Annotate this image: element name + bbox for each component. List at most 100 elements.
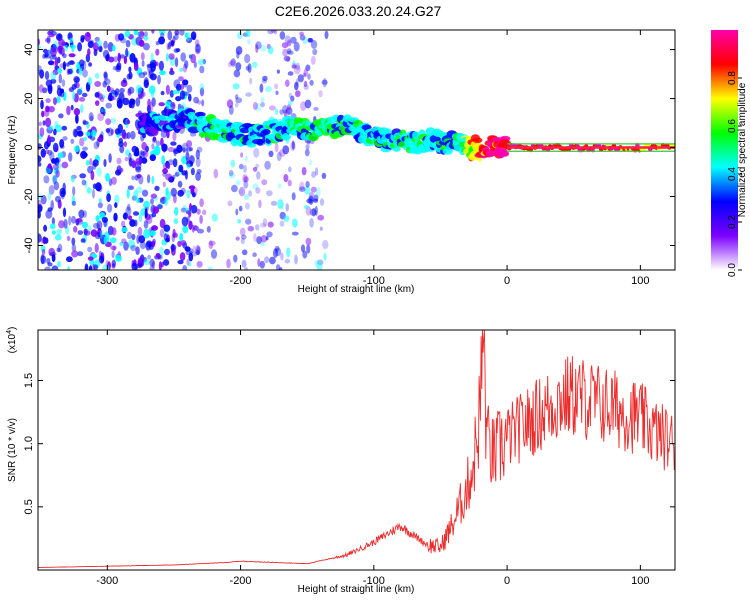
spectrogram-noise-cell (92, 222, 100, 229)
spectrogram-noise-cell (136, 262, 143, 269)
spectrogram-noise-cell (197, 59, 205, 66)
spectrogram-noise-cell (38, 84, 44, 93)
spectrogram-noise-cell (126, 119, 131, 125)
spectrogram-noise-cell (227, 61, 233, 68)
colorbar-fill (711, 30, 738, 270)
spectrogram-frame (37, 29, 676, 271)
spectrogram-noise-cell (61, 79, 66, 87)
spectrogram-noise-cell (78, 67, 83, 76)
spectrogram-noise-cell (319, 226, 323, 231)
spectrogram-noise-cell (267, 221, 274, 228)
bottom-x-tick-label: -100 (363, 575, 385, 587)
bottom-x-tick-label: 100 (631, 575, 649, 587)
spectrogram-noise-cell (266, 231, 273, 238)
spectrogram-noise-cell (115, 255, 122, 262)
spectrogram-noise-cell (97, 202, 103, 209)
spectrogram-noise-cell (244, 202, 250, 210)
spectrogram-noise-cell (175, 96, 182, 102)
bottom-y-axis-label: SNR (10 * v/v) (7, 418, 18, 482)
spectrogram-noise-cell (280, 252, 284, 261)
spectrogram-noise-cell (100, 108, 107, 113)
spectrogram-noise-cell (195, 172, 202, 181)
spectrogram-noise-cell (143, 79, 149, 89)
spectrogram-noise-cell (180, 207, 187, 213)
spectrogram-noise-cell (150, 62, 156, 72)
spectrogram-noise-cell (74, 145, 80, 153)
spectrogram-noise-cell (177, 189, 184, 197)
spectrogram-noise-cell (49, 33, 55, 38)
spectrogram-noise-cell (125, 149, 131, 157)
spectrogram-noise-cell (252, 252, 257, 257)
spectrogram-noise-cell (258, 199, 262, 209)
spectrogram-noise-cell (150, 193, 157, 199)
spectrogram-noise-cell (193, 61, 197, 68)
spectrogram-noise-cell (299, 31, 304, 36)
spectrogram-noise-cell (260, 241, 266, 247)
spectrogram-noise-cell (174, 57, 179, 68)
spectrogram-noise-cell (152, 206, 160, 214)
spectrogram-noise-cell (124, 156, 129, 162)
bottom-x-tick-label: -200 (230, 575, 252, 587)
spectrogram-noise-cell (255, 163, 259, 169)
spectrogram-noise-cell (66, 62, 70, 67)
spectrogram-noise-cell (241, 234, 247, 240)
spectrogram-noise-cell (114, 91, 118, 98)
spectrogram-noise-cell (235, 208, 239, 216)
spectrogram-noise-cell (185, 250, 193, 256)
spectrogram-noise-cell (75, 113, 79, 124)
spectrogram-noise-cell (77, 42, 83, 52)
spectrogram-noise-cell (282, 48, 288, 57)
spectrogram-noise-cell (143, 42, 150, 51)
spectrogram-noise-cell (137, 32, 144, 37)
spectrogram-noise-cell (195, 48, 201, 55)
spectrogram-noise-cell (64, 44, 68, 52)
spectrogram-noise-cell (45, 209, 53, 219)
spectrogram-noise-cell (201, 99, 205, 107)
spectrogram-noise-cell (181, 155, 188, 165)
spectrogram-noise-cell (196, 208, 201, 215)
spectrogram-noise-cell (80, 238, 86, 243)
spectrogram-noise-cell (57, 46, 62, 53)
spectrogram-noise-cell (210, 249, 218, 259)
spectrogram-noise-cell (184, 32, 188, 39)
spectrogram-noise-cell (118, 137, 124, 144)
spectrogram-noise-cell (145, 241, 151, 251)
spectrogram-noise-cell (316, 261, 323, 270)
spectrogram-noise-cell (71, 250, 79, 258)
spectrogram-noise-cell (282, 145, 290, 155)
spectrogram-noise-cell (256, 171, 261, 180)
spectrogram-noise-cell (38, 210, 41, 219)
colorbar-tick-label: 0.2 (727, 215, 738, 229)
spectrogram-noise-cell (189, 203, 192, 212)
spectrogram-noise-cell (47, 192, 51, 201)
spectrogram-noise-cell (131, 160, 137, 169)
spectrogram-noise-cell (74, 77, 80, 83)
spectrogram-noise-cell (167, 146, 175, 153)
spectrogram-noise-cell (167, 30, 173, 41)
spectrogram-noise-cell (151, 212, 157, 218)
spectrogram-noise-cell (122, 77, 127, 84)
spectrogram-noise-cell (96, 220, 103, 230)
spectrogram-noise-cell (291, 140, 295, 150)
spectrogram-noise-cell (194, 43, 202, 54)
spectrogram-noise-cell (274, 245, 280, 252)
spectrogram-noise-cell (188, 155, 195, 165)
top-x-axis-label: Height of straight line (km) (298, 284, 415, 295)
top-y-tick-label: 20 (23, 92, 35, 104)
spectrogram-noise-cell (316, 259, 324, 266)
spectrogram-noise-cell (243, 176, 249, 183)
spectrogram-noise-cell (195, 43, 201, 53)
spectrogram-noise-cell (113, 212, 118, 222)
spectrogram-noise-cell (228, 105, 234, 115)
spectrogram-noise-cell (114, 202, 118, 209)
spectrogram-noise-cell (81, 92, 88, 98)
spectrogram-noise-cell (76, 89, 83, 96)
spectrogram-noise-cell (321, 79, 328, 85)
spectrogram-noise-cell (193, 96, 200, 104)
spectrogram-noise-cell (144, 208, 148, 219)
spectrogram-noise-cell (195, 149, 200, 160)
spectrogram-ridge-cell (501, 150, 510, 157)
spectrogram-noise-cell (255, 44, 259, 53)
figure-title: C2E6.2026.033.20.24.G27 (275, 3, 442, 19)
spectrogram-noise-cell (232, 83, 240, 90)
